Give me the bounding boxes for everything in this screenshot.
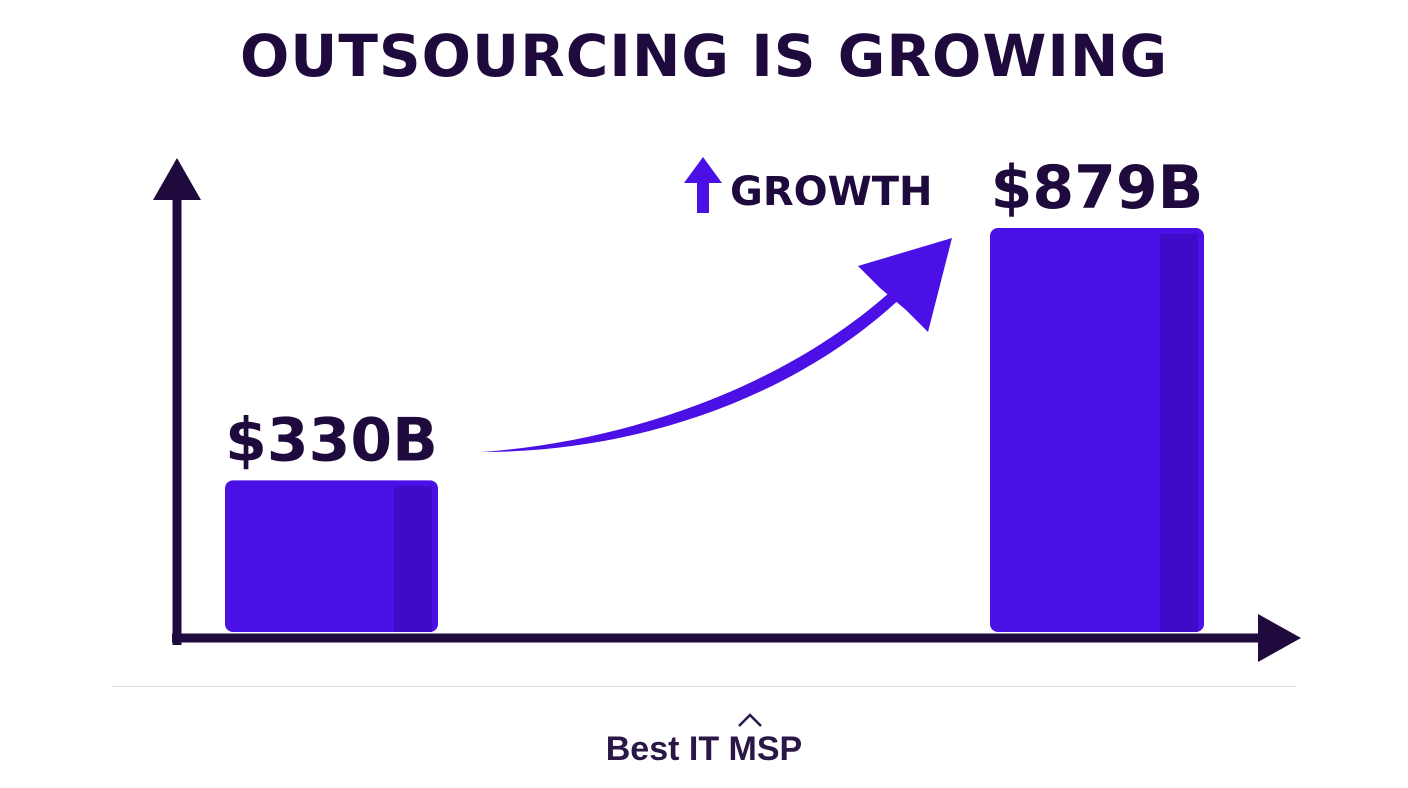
bar-2 — [990, 228, 1204, 632]
bars — [225, 228, 1204, 632]
value-labels: $330B $879B — [225, 153, 1203, 475]
bar-2-value-label: $879B — [991, 153, 1204, 223]
bar-1-value-label: $330B — [225, 405, 438, 475]
growth-annotation: GROWTH — [684, 157, 933, 215]
bar-1-shade — [394, 486, 432, 632]
x-axis-arrowhead — [1258, 614, 1301, 662]
bar-1 — [225, 480, 438, 632]
growth-curve-arrow-icon — [482, 278, 913, 452]
bar-2-shade — [1160, 234, 1198, 632]
footer-brand: Best IT MSP — [605, 730, 803, 768]
up-arrow-icon — [684, 157, 722, 213]
chart-title: OUTSOURCING IS GROWING — [239, 22, 1169, 90]
growth-curve-arrowhead — [858, 238, 952, 332]
footer-divider — [112, 686, 1296, 687]
growth-label: GROWTH — [730, 169, 933, 215]
caret-up-icon — [738, 713, 762, 727]
y-axis-arrowhead — [153, 158, 201, 200]
